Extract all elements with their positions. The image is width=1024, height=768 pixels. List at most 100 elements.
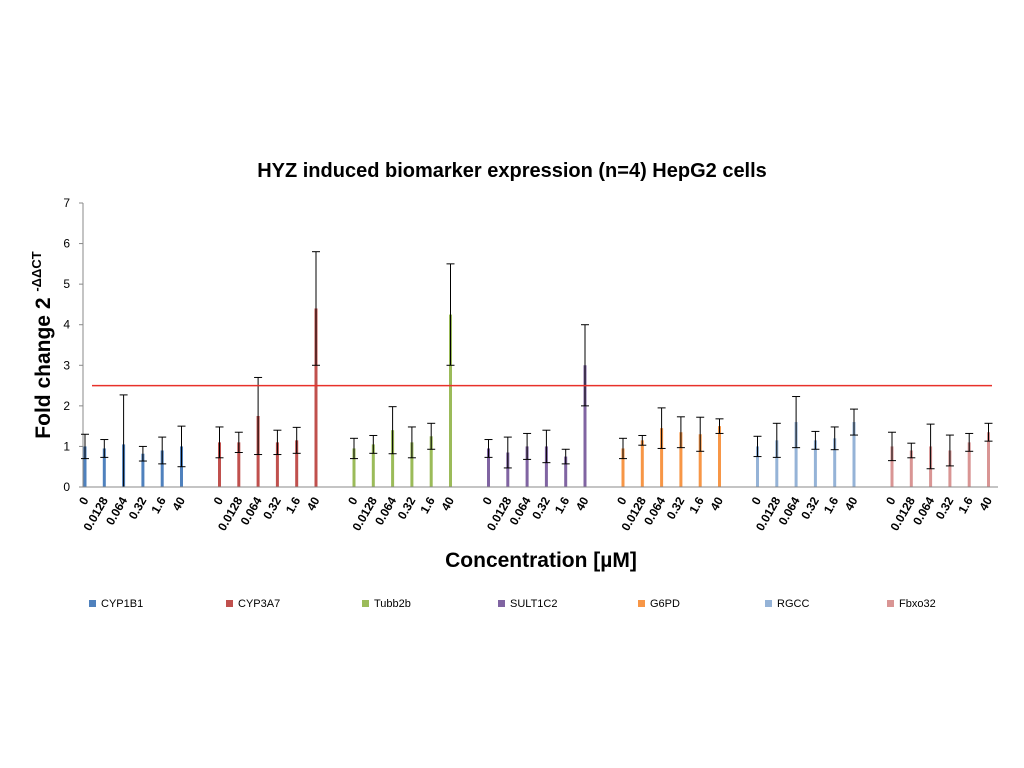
- x-tick-label: 0: [614, 494, 630, 507]
- y-tick-label: 0: [63, 480, 70, 494]
- y-axis-title-superscript: -ΔΔCT: [29, 251, 44, 291]
- x-tick-label: 40: [304, 494, 323, 513]
- x-tick-label: 0.064: [641, 494, 668, 527]
- x-tick-label: 0.32: [260, 494, 284, 522]
- series-SULT1C2: [484, 324, 589, 487]
- legend-item-RGCC: RGCC: [765, 598, 809, 610]
- legend-item-Tubb2b: Tubb2b: [362, 598, 411, 610]
- legend-item-CYP1B1: CYP1B1: [89, 598, 143, 610]
- x-tick-label: 40: [842, 494, 861, 513]
- legend-swatch: [498, 600, 505, 607]
- legend-label: G6PD: [650, 598, 680, 610]
- x-tick-label: 40: [707, 494, 726, 513]
- y-tick-label: 4: [63, 318, 70, 332]
- legend-swatch: [765, 600, 772, 607]
- legend-item-G6PD: G6PD: [638, 598, 680, 610]
- bar: [506, 452, 510, 487]
- y-tick-label: 1: [63, 439, 70, 453]
- series-RGCC: [753, 396, 858, 487]
- bar: [352, 448, 356, 487]
- x-tick-label: 1.6: [148, 494, 169, 516]
- legend: CYP1B1 CYP3A7 Tubb2b SULT1C2 G6PD RGCC Fbxo32: [89, 598, 936, 610]
- x-tick-label: 0.32: [395, 494, 419, 522]
- bar: [410, 442, 414, 487]
- x-tick-label: 0.32: [933, 494, 957, 522]
- x-tick-label: 0: [480, 494, 496, 507]
- bar: [718, 426, 721, 487]
- x-tick-label: 40: [573, 494, 592, 513]
- legend-label: RGCC: [777, 598, 809, 610]
- bar: [275, 442, 279, 487]
- x-tick-label: 0.32: [798, 494, 822, 522]
- x-tick-label: 1.6: [417, 494, 438, 516]
- series-Tubb2b: [350, 263, 455, 487]
- x-tick-label: 1.6: [686, 494, 707, 516]
- bar: [640, 440, 644, 487]
- legend-swatch: [362, 600, 369, 607]
- x-tick-label: 0.064: [776, 494, 803, 527]
- bar: [141, 453, 145, 487]
- x-tick-label: 0: [883, 494, 899, 507]
- legend-label: SULT1C2: [510, 598, 557, 610]
- bar: [429, 436, 433, 487]
- x-tick-label: 0.064: [372, 494, 399, 527]
- bar: [813, 440, 817, 487]
- series-CYP3A7: [215, 251, 320, 487]
- y-tick-label: 2: [63, 399, 70, 413]
- x-tick-label: 0: [345, 494, 361, 507]
- x-tick-label: 1.6: [955, 494, 976, 516]
- x-tick-label: 0: [211, 494, 227, 507]
- bar: [449, 314, 452, 487]
- series-CYP1B1: [81, 394, 186, 488]
- bar: [756, 446, 759, 487]
- chart-title: HYZ induced biomarker expression (n=4) H…: [257, 160, 767, 182]
- bar: [775, 440, 779, 487]
- x-tick-label: 40: [976, 494, 995, 513]
- x-tick-label: 40: [438, 494, 457, 513]
- bar: [160, 450, 164, 487]
- series-G6PD: [619, 407, 724, 487]
- x-tick-label: 0: [749, 494, 765, 507]
- bar: [660, 428, 664, 487]
- x-tick-label: 0.064: [238, 494, 265, 527]
- bar: [295, 440, 299, 487]
- legend-swatch: [226, 600, 233, 607]
- bar: [83, 446, 87, 487]
- bar: [890, 446, 894, 487]
- x-tick-label: 0.064: [507, 494, 534, 527]
- legend-item-SULT1C2: SULT1C2: [498, 598, 557, 610]
- x-tick-label: 1.6: [821, 494, 842, 516]
- legend-swatch: [638, 600, 645, 607]
- bar: [967, 442, 971, 487]
- x-tick-label: 0.32: [664, 494, 688, 522]
- bar: [621, 448, 625, 487]
- bar: [583, 365, 587, 487]
- x-tick-label: 1.6: [552, 494, 573, 516]
- bar: [987, 432, 990, 487]
- series-Fbxo32: [888, 422, 993, 487]
- bar: [544, 446, 548, 487]
- y-tick-label: 6: [63, 237, 70, 251]
- bar: [102, 448, 106, 487]
- legend-label: Tubb2b: [374, 598, 411, 610]
- x-axis-title: Concentration [µM]: [445, 549, 637, 572]
- bar: [679, 432, 683, 487]
- bar: [525, 446, 529, 487]
- x-tick-label: 0.32: [126, 494, 150, 522]
- bar: [909, 450, 913, 487]
- y-tick-label: 7: [63, 196, 70, 210]
- legend-swatch: [887, 600, 894, 607]
- bar: [794, 422, 798, 487]
- x-tick-label: 0.064: [910, 494, 937, 527]
- x-tick-label: 40: [169, 494, 188, 513]
- legend-item-Fbxo32: Fbxo32: [887, 598, 936, 610]
- legend-label: Fbxo32: [899, 598, 936, 610]
- legend-item-CYP3A7: CYP3A7: [226, 598, 280, 610]
- y-axis-title: Fold change 2 -ΔΔCT: [29, 251, 55, 438]
- y-axis-title-text: Fold change 2: [32, 292, 55, 439]
- bar: [698, 434, 702, 487]
- bar: [371, 444, 375, 487]
- x-tick-label: 1.6: [283, 494, 304, 516]
- legend-swatch: [89, 600, 96, 607]
